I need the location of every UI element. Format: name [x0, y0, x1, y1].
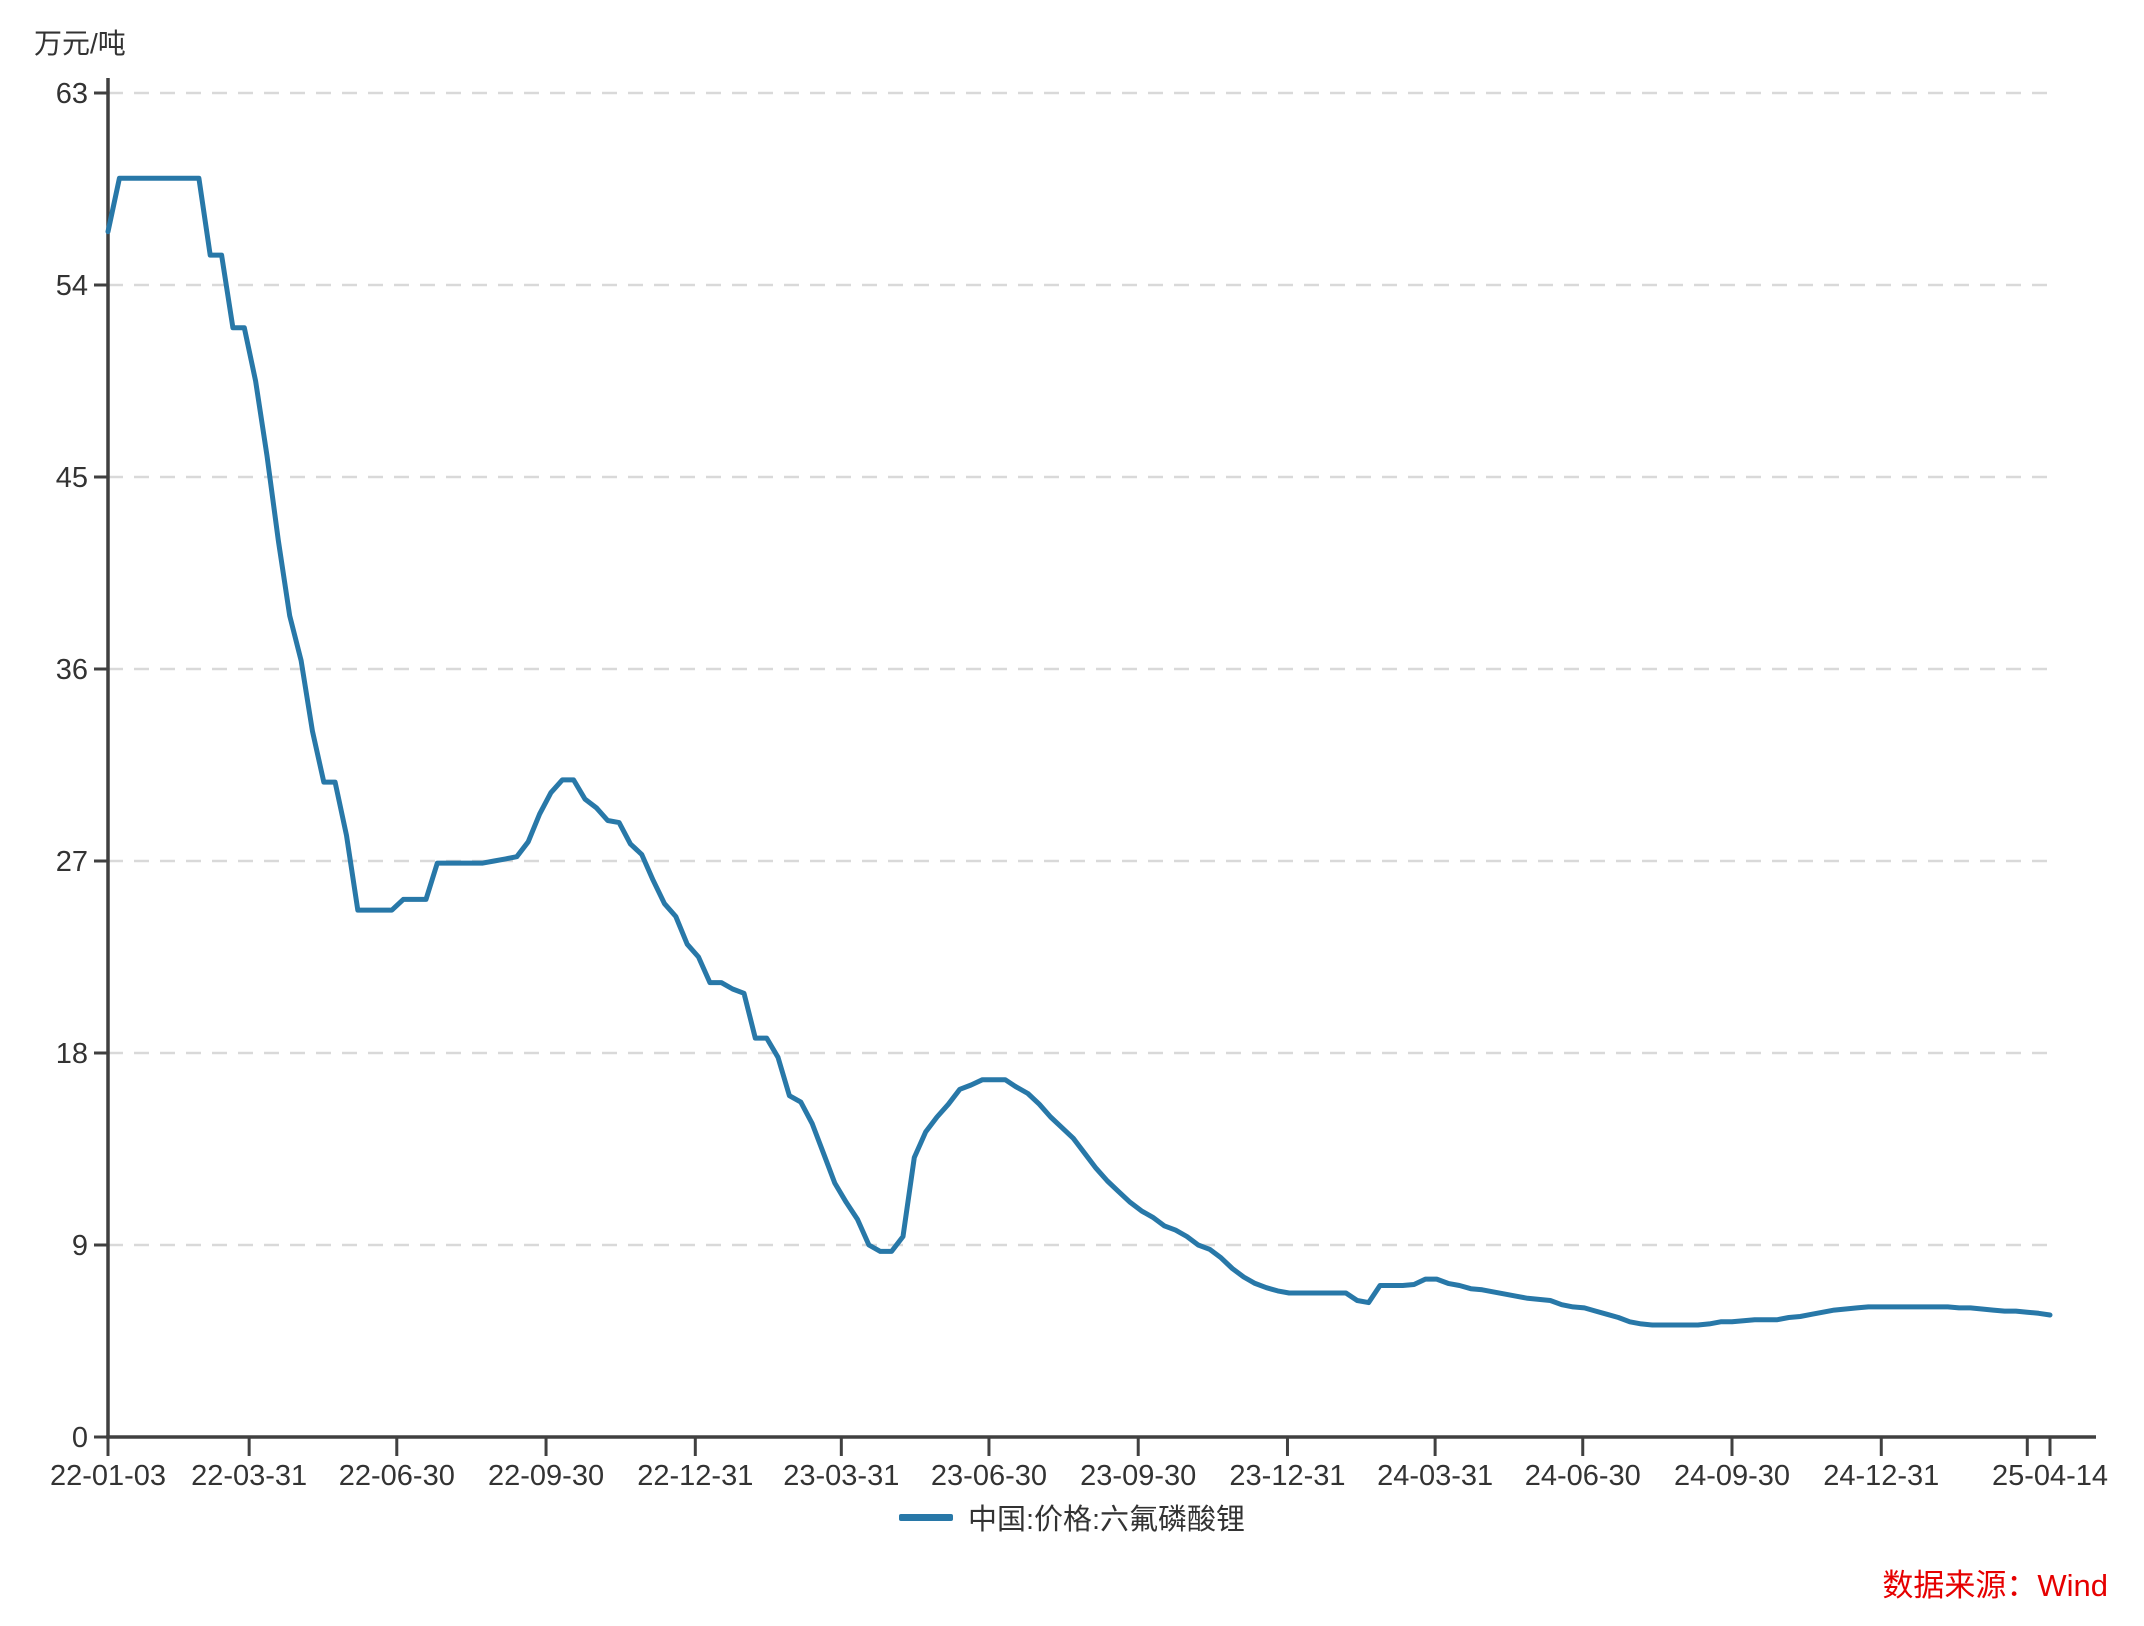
x-tick-label: 23-03-31 — [783, 1460, 899, 1492]
legend-line-swatch — [898, 1513, 953, 1521]
x-tick-label: 24-12-31 — [1823, 1460, 1939, 1492]
x-tick-label: 22-03-31 — [191, 1460, 307, 1492]
x-tick-label: 22-09-30 — [488, 1460, 604, 1492]
y-tick-label: 18 — [56, 1038, 88, 1070]
y-axis-unit-label: 万元/吨 — [34, 28, 126, 59]
y-tick-label: 63 — [56, 78, 88, 110]
x-tick-label: 23-12-31 — [1229, 1460, 1345, 1492]
x-tick-label: 22-06-30 — [339, 1460, 455, 1492]
x-tick-label: 22-12-31 — [637, 1460, 753, 1492]
y-tick-label: 27 — [56, 846, 88, 878]
legend: 中国:价格:六氟磷酸锂 — [0, 1496, 2144, 1538]
data-source-note: 数据来源：Wind — [1882, 1568, 2108, 1603]
x-tick-label: 24-06-30 — [1525, 1460, 1641, 1492]
x-tick-label: 25-04-14 — [1992, 1460, 2108, 1492]
y-tick-label: 54 — [56, 270, 88, 302]
price-line — [105, 175, 2053, 1328]
y-tick-label: 9 — [72, 1230, 88, 1262]
x-tick-label: 23-09-30 — [1080, 1460, 1196, 1492]
y-tick-label: 45 — [56, 462, 88, 494]
legend-series-label: 中国:价格:六氟磷酸锂 — [967, 1504, 1246, 1536]
x-tick-label: 22-01-03 — [50, 1460, 166, 1492]
x-tick-label: 24-03-31 — [1377, 1460, 1493, 1492]
x-tick-label: 24-09-30 — [1674, 1460, 1790, 1492]
y-tick-label: 0 — [72, 1422, 88, 1454]
x-tick-label: 23-06-30 — [931, 1460, 1047, 1492]
y-tick-label: 36 — [56, 654, 88, 686]
